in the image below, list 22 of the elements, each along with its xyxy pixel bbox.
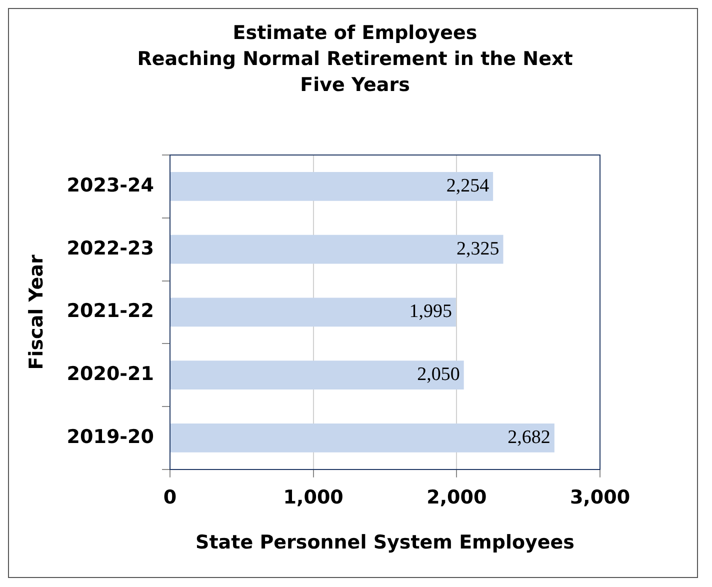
bar (170, 298, 456, 327)
x-tick-label: 1,000 (283, 486, 344, 509)
bar (170, 424, 554, 452)
x-tick-label: 2,000 (426, 486, 487, 509)
data-label: 1,995 (409, 301, 452, 322)
data-label: 2,050 (417, 364, 460, 386)
x-tick-label: 0 (163, 486, 177, 509)
y-tick-label: 2019-20 (66, 426, 154, 448)
y-tick-label: 2020-21 (66, 363, 154, 386)
x-tick-label: 3,000 (570, 486, 630, 509)
data-label: 2,325 (456, 238, 500, 260)
y-tick-label: 2023-24 (66, 174, 154, 196)
bar (170, 234, 504, 264)
data-label: 2,254 (446, 175, 490, 196)
chart-title: Estimate of Employees Reaching Normal Retirement in the Next Five Years (136, 21, 574, 98)
bar (170, 172, 494, 201)
y-axis-title: Fiscal Year (25, 254, 48, 370)
x-axis-title: State Personnel System Employees (196, 532, 574, 554)
y-tick-label: 2022-23 (66, 237, 154, 260)
data-label: 2,682 (508, 426, 550, 448)
y-tick-label: 2021-22 (66, 300, 154, 322)
bar (170, 360, 464, 390)
